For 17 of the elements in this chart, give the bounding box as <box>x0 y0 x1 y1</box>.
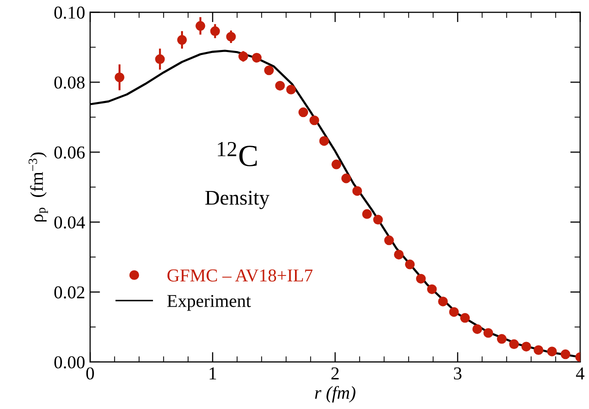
legend-label: Experiment <box>167 294 251 311</box>
y-tick-label: 0.04 <box>54 216 85 229</box>
y-tick-label: 0.10 <box>54 6 85 19</box>
annotation: $^{12}$C <box>218 142 257 166</box>
legend-label: GFMC – AV18+IL7 <box>167 269 313 282</box>
x-tick-label: 2 <box>331 367 339 380</box>
x-axis-title: r (fm) <box>315 386 356 403</box>
y-axis-title: ρ$_{p}$ (fm$^{−3}$) <box>28 152 48 222</box>
y-tick-label: 0.00 <box>54 356 85 368</box>
x-tick-label: 1 <box>210 367 216 380</box>
x-tick-label: 3 <box>454 367 462 380</box>
x-tick-label: 0 <box>86 367 94 380</box>
y-tick-label: 0.06 <box>54 146 85 159</box>
y-tick-label: 0.08 <box>54 76 85 89</box>
y-tick-label: 0.02 <box>54 286 84 299</box>
x-tick-label: 4 <box>576 367 584 380</box>
annotation: Density <box>205 190 270 210</box>
